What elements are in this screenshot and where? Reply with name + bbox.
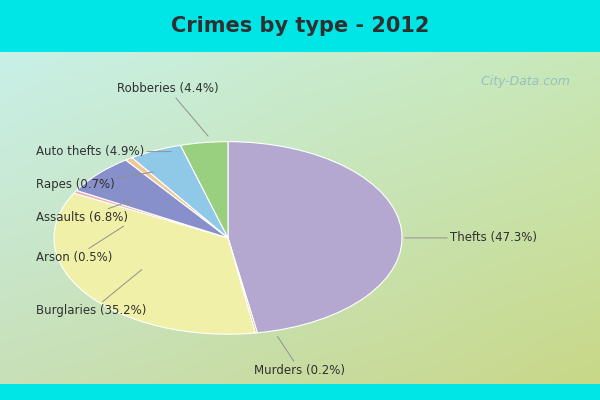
Text: Burglaries (35.2%): Burglaries (35.2%) [36, 270, 146, 318]
Text: Robberies (4.4%): Robberies (4.4%) [117, 82, 219, 136]
Text: City-Data.com: City-Data.com [477, 75, 570, 88]
Text: Assaults (6.8%): Assaults (6.8%) [36, 199, 136, 224]
Wedge shape [181, 142, 228, 238]
Text: Rapes (0.7%): Rapes (0.7%) [36, 172, 153, 191]
Wedge shape [77, 160, 228, 238]
Wedge shape [54, 193, 255, 334]
Text: Murders (0.2%): Murders (0.2%) [254, 336, 346, 377]
Wedge shape [228, 238, 257, 333]
Wedge shape [132, 145, 228, 238]
Wedge shape [228, 142, 402, 333]
Text: Auto thefts (4.9%): Auto thefts (4.9%) [36, 145, 171, 158]
Text: Crimes by type - 2012: Crimes by type - 2012 [171, 16, 429, 36]
Wedge shape [74, 190, 228, 238]
Wedge shape [126, 158, 228, 238]
Text: Thefts (47.3%): Thefts (47.3%) [405, 232, 537, 244]
Text: Arson (0.5%): Arson (0.5%) [36, 226, 124, 264]
